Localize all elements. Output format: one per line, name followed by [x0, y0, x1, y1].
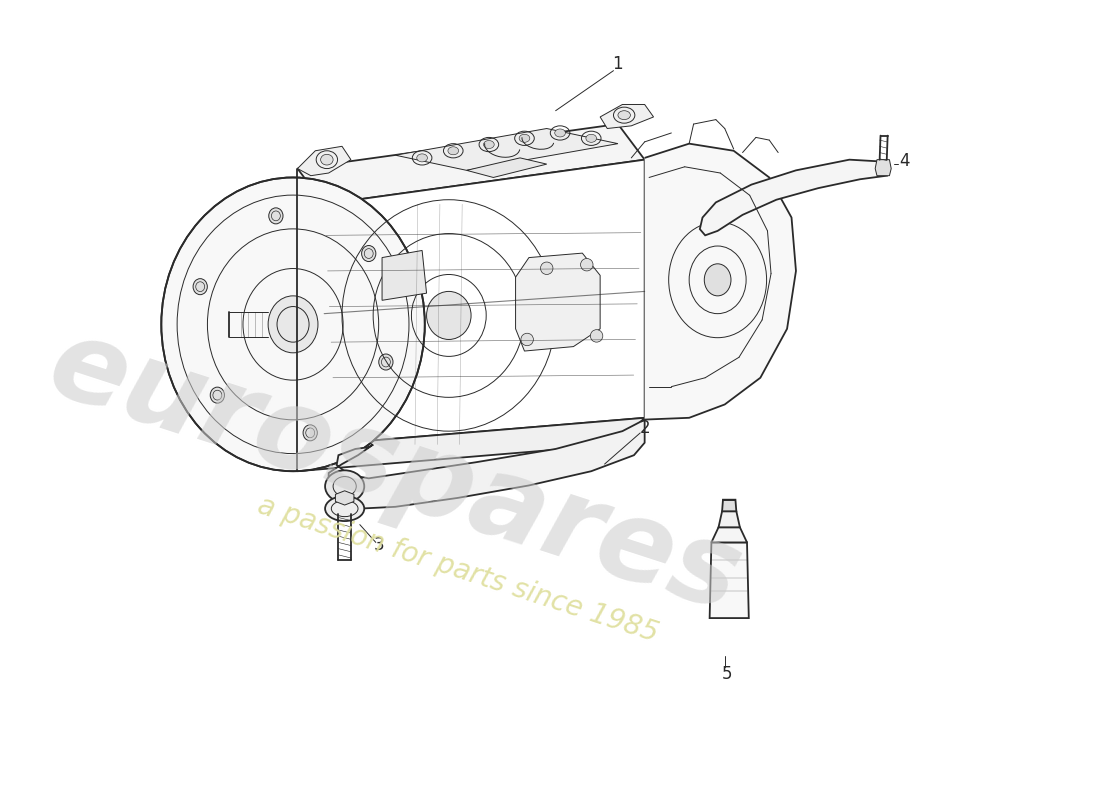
Polygon shape: [297, 146, 351, 176]
Polygon shape: [297, 124, 645, 204]
Ellipse shape: [194, 278, 207, 294]
Polygon shape: [645, 144, 796, 419]
Text: 4: 4: [900, 153, 910, 170]
Ellipse shape: [326, 470, 364, 502]
Polygon shape: [516, 253, 601, 351]
Ellipse shape: [448, 146, 459, 154]
Ellipse shape: [521, 334, 534, 346]
Polygon shape: [700, 160, 887, 235]
Ellipse shape: [484, 141, 494, 149]
Ellipse shape: [326, 496, 364, 521]
Polygon shape: [382, 250, 427, 300]
Polygon shape: [466, 158, 547, 178]
Polygon shape: [297, 418, 645, 471]
Ellipse shape: [320, 154, 333, 165]
Ellipse shape: [581, 258, 593, 271]
Ellipse shape: [540, 262, 553, 274]
Text: eurospares: eurospares: [36, 307, 755, 635]
Text: 5: 5: [723, 665, 733, 683]
Ellipse shape: [417, 154, 428, 162]
Polygon shape: [336, 490, 354, 505]
Polygon shape: [876, 160, 891, 176]
Ellipse shape: [618, 110, 630, 120]
Text: 2: 2: [640, 419, 651, 438]
Ellipse shape: [268, 296, 318, 353]
Ellipse shape: [427, 291, 471, 339]
Polygon shape: [718, 511, 740, 527]
Ellipse shape: [304, 425, 317, 441]
Ellipse shape: [210, 387, 224, 403]
Ellipse shape: [704, 264, 732, 296]
Ellipse shape: [378, 354, 393, 370]
Ellipse shape: [362, 246, 376, 262]
Ellipse shape: [268, 208, 283, 224]
Polygon shape: [712, 527, 747, 542]
Ellipse shape: [586, 134, 596, 142]
Text: a passion for parts since 1985: a passion for parts since 1985: [254, 491, 661, 647]
Polygon shape: [324, 160, 645, 445]
Polygon shape: [395, 129, 618, 170]
Polygon shape: [722, 500, 736, 511]
Polygon shape: [710, 542, 749, 618]
Polygon shape: [329, 419, 645, 509]
Ellipse shape: [162, 178, 425, 471]
Ellipse shape: [519, 134, 530, 142]
Polygon shape: [601, 105, 653, 129]
Ellipse shape: [554, 129, 565, 137]
Text: 1: 1: [612, 54, 623, 73]
Text: 3: 3: [374, 536, 385, 554]
Ellipse shape: [591, 330, 603, 342]
